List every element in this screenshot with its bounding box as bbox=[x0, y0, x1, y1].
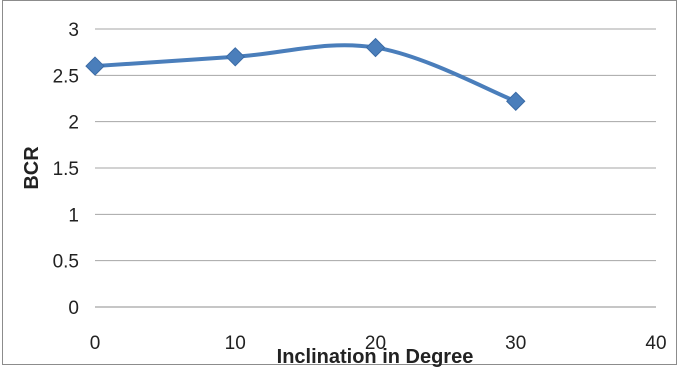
y-tick-labels: 0 0.5 1 1.5 2 2.5 3 bbox=[53, 20, 79, 319]
x-tick-label: 40 bbox=[645, 333, 666, 354]
x-axis-title: Inclination in Degree bbox=[277, 346, 474, 367]
y-tick-label: 1.5 bbox=[53, 159, 79, 180]
data-point-marker bbox=[85, 56, 105, 76]
y-tick-label: 2 bbox=[68, 113, 79, 134]
y-axis-title: BCR bbox=[21, 146, 43, 190]
series-layer bbox=[85, 37, 526, 111]
y-tick-label: 2.5 bbox=[53, 66, 79, 87]
y-tick-label: 0.5 bbox=[53, 252, 79, 273]
y-tick-label: 0 bbox=[68, 298, 79, 319]
x-tick-label: 30 bbox=[505, 333, 526, 354]
data-point-marker bbox=[506, 91, 526, 111]
y-tick-label: 1 bbox=[68, 205, 79, 226]
data-point-marker bbox=[225, 47, 245, 67]
data-point-marker bbox=[365, 37, 386, 58]
y-tick-label: 3 bbox=[68, 20, 79, 41]
x-tick-labels: 0 10 20 30 40 bbox=[90, 333, 667, 354]
x-tick-label: 10 bbox=[225, 333, 246, 354]
x-tick-label: 20 bbox=[365, 333, 386, 354]
series-line bbox=[93, 43, 518, 104]
gridlines bbox=[95, 28, 656, 262]
x-tick-label: 0 bbox=[90, 333, 101, 354]
